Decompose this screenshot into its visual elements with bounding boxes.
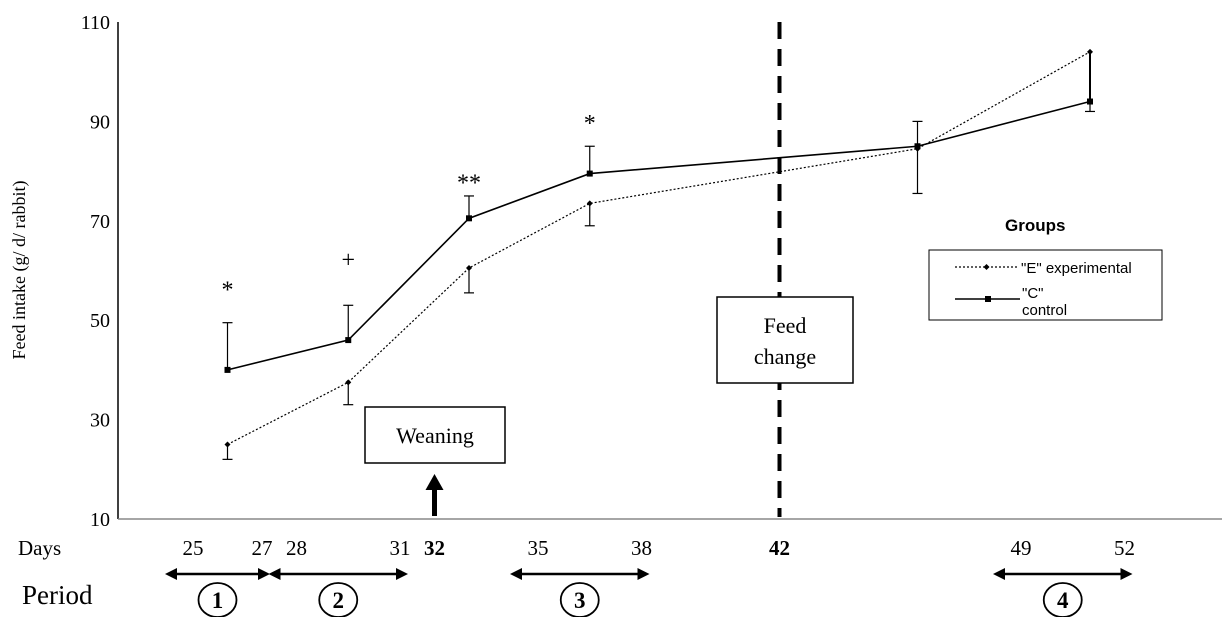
y-tick-label: 50	[90, 310, 110, 332]
period-circle	[197, 582, 238, 617]
data-point-control	[1087, 98, 1093, 105]
data-point-control	[914, 143, 921, 150]
legend-box	[928, 249, 1163, 321]
y-axis-label: Feed intake (g/ d/ rabbit)	[9, 181, 30, 360]
legend-label-experimental: "E" experimental	[1021, 260, 1132, 277]
period-circle	[318, 582, 359, 617]
feed-change-label-line1: Feed	[764, 313, 807, 338]
x-day-label: 42	[769, 536, 790, 560]
weaning-arrow-head	[425, 474, 444, 490]
error-bars	[222, 51, 1095, 460]
y-tick-label: 10	[90, 509, 110, 531]
data-point-control	[586, 170, 593, 177]
significance-mark: *	[584, 111, 596, 137]
significance-mark: *	[222, 277, 234, 303]
data-point-experimental	[224, 441, 231, 448]
series-line-control	[227, 100, 1091, 371]
period-arrow-head-left	[268, 568, 281, 580]
y-tick-labels: 10 30 50 70 90 110	[81, 12, 110, 531]
x-day-label: 25	[183, 536, 204, 560]
period-number: 4	[1057, 588, 1069, 613]
y-tick-label: 90	[90, 111, 110, 133]
data-point-control	[466, 215, 472, 222]
y-tick-label: 70	[90, 211, 110, 233]
data-point-experimental	[586, 200, 593, 207]
legend-marker-experimental	[983, 264, 990, 270]
period-arrow-head-left	[993, 568, 1005, 580]
legend-marker-control	[985, 296, 991, 302]
x-day-labels: 25 27 28 31 32 35 38 42 49 52	[183, 536, 1136, 560]
period-arrow-head-right	[258, 568, 270, 580]
weaning-arrow	[425, 474, 444, 516]
series-lines	[227, 51, 1091, 445]
period-label: Period	[22, 580, 93, 610]
data-point-experimental	[345, 379, 352, 386]
period-arrow-head-right	[1120, 568, 1133, 580]
x-day-label: 32	[424, 536, 445, 560]
x-day-label: 27	[252, 536, 273, 560]
significance-marks: *+***	[222, 111, 596, 303]
weaning-box	[364, 406, 506, 464]
legend-title: Groups	[1005, 216, 1065, 235]
x-day-label: 28	[286, 536, 307, 560]
x-day-label: 35	[528, 536, 549, 560]
legend: Groups "E" experimental "C" control	[928, 216, 1163, 321]
period-number: 2	[333, 588, 345, 613]
feed-change-box	[716, 296, 854, 384]
periods: 1 2 3 4	[165, 568, 1133, 617]
data-point-experimental	[1087, 48, 1093, 55]
period-circle	[559, 582, 600, 617]
x-day-label: 31	[390, 536, 411, 560]
data-point-control	[345, 337, 352, 344]
period-arrow-head-left	[165, 568, 177, 580]
x-day-label: 38	[631, 536, 652, 560]
x-day-label: 49	[1011, 536, 1032, 560]
y-tick-label: 110	[81, 12, 110, 34]
period-arrow-head-right	[396, 568, 408, 580]
legend-label-control-line2: control	[1022, 302, 1067, 319]
x-axis-label: Days	[18, 536, 61, 560]
significance-mark: +	[341, 248, 355, 274]
series-markers	[224, 48, 1093, 448]
period-arrow-head-left	[510, 568, 522, 580]
period-circle	[1042, 582, 1083, 617]
period-arrow-head-right	[637, 568, 650, 580]
x-day-label: 52	[1114, 536, 1135, 560]
period-number: 3	[574, 588, 586, 613]
significance-mark: **	[457, 171, 481, 197]
weaning-label: Weaning	[396, 423, 474, 448]
series-line-experimental	[227, 51, 1091, 445]
legend-label-control-line1: "C"	[1022, 285, 1043, 302]
data-point-control	[224, 366, 231, 373]
feed-change-label-line2: change	[754, 344, 816, 369]
period-number: 1	[212, 588, 224, 613]
data-point-experimental	[466, 265, 472, 272]
y-tick-label: 30	[90, 410, 110, 432]
